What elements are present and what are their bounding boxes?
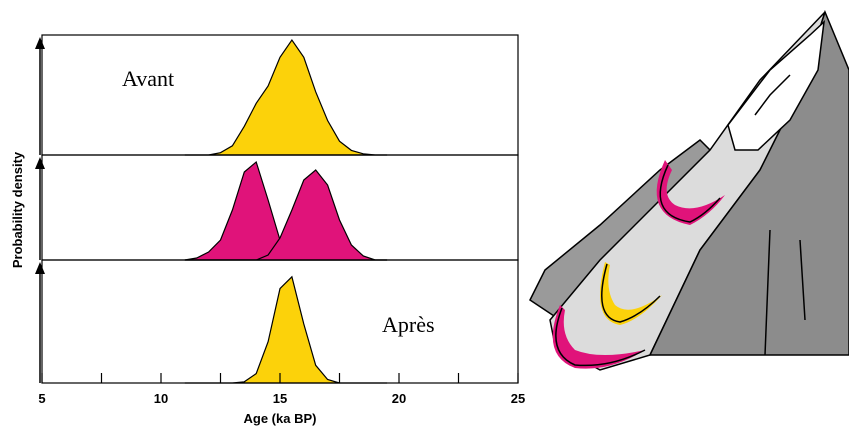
- density-curve: [184, 275, 388, 384]
- y-arrow-head: [35, 37, 45, 49]
- moraine-lower: [552, 305, 645, 369]
- moraine-lower-line: [555, 307, 646, 367]
- panel-label: Avant: [122, 66, 174, 91]
- x-tick-label: 10: [154, 391, 168, 406]
- x-tick-label: 5: [38, 391, 45, 406]
- mountain-illustration: [529, 9, 849, 371]
- x-axis-title: Age (ka BP): [244, 411, 317, 426]
- x-tick-label: 20: [392, 391, 406, 406]
- y-arrow-head: [35, 157, 45, 169]
- y-arrow-head: [35, 262, 45, 274]
- y-axis-title: Probability density: [10, 151, 25, 268]
- x-tick-label: 25: [511, 391, 525, 406]
- snow-crevasse: [754, 74, 791, 116]
- snow: [727, 20, 825, 151]
- density-curve: [184, 38, 388, 156]
- moraine-upper: [656, 160, 725, 225]
- panel-label: Après: [382, 312, 435, 337]
- moraine-upper-line: [659, 164, 721, 223]
- moraine-middle-line: [601, 263, 661, 323]
- ridge-line: [764, 229, 806, 356]
- moraine-middle: [600, 262, 662, 325]
- x-tick-label: 15: [273, 391, 287, 406]
